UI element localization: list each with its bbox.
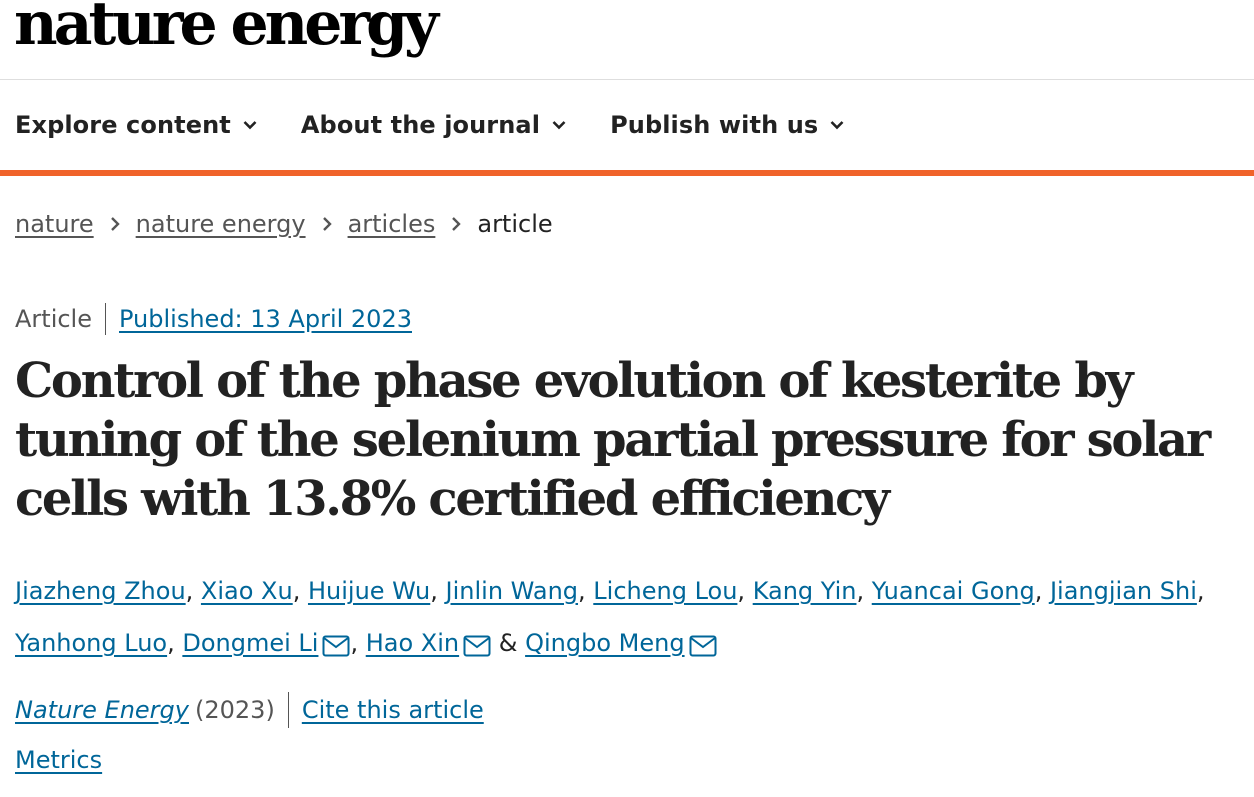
author-separator: , <box>167 629 183 657</box>
nav-publish-with-us[interactable]: Publish with us <box>610 111 844 139</box>
nav-item-label: Publish with us <box>610 111 819 139</box>
journal-logo[interactable]: nature energy <box>14 0 439 59</box>
author-separator: , <box>1196 577 1205 605</box>
breadcrumb-nature[interactable]: nature <box>15 210 94 238</box>
breadcrumb-articles[interactable]: articles <box>347 210 436 238</box>
chevron-down-icon <box>243 121 257 130</box>
publication-year: (2023) <box>195 692 289 728</box>
logo-bar: nature energy <box>0 0 1254 80</box>
published-date-link[interactable]: Published: 13 April 2023 <box>119 305 412 333</box>
author-separator: , <box>1034 577 1050 605</box>
author-link[interactable]: Jiangjian Shi <box>1049 577 1197 605</box>
breadcrumb: nature nature energy articles article <box>15 210 553 238</box>
author-separator: , <box>292 577 308 605</box>
chevron-right-icon <box>110 216 120 232</box>
nav-about-journal[interactable]: About the journal <box>301 111 566 139</box>
nav-item-label: About the journal <box>300 111 541 139</box>
cite-article-link[interactable]: Cite this article <box>301 696 484 724</box>
author-separator: & <box>491 629 526 657</box>
site-header: nature energy Explore content About the … <box>0 0 1254 176</box>
author-link[interactable]: Hao Xin <box>365 629 460 657</box>
author-link[interactable]: Licheng Lou <box>593 577 738 605</box>
article-title: Control of the phase evolution of kester… <box>15 353 1211 527</box>
metrics-link[interactable]: Metrics <box>15 746 103 774</box>
author-separator: , <box>430 577 446 605</box>
breadcrumb-current: article <box>477 210 553 238</box>
article-type: Article <box>15 303 106 335</box>
breadcrumb-nature-energy[interactable]: nature energy <box>135 210 306 238</box>
author-link[interactable]: Yuancai Gong <box>871 577 1035 605</box>
author-link[interactable]: Yanhong Luo <box>15 629 168 657</box>
author-separator: , <box>856 577 872 605</box>
chevron-right-icon <box>322 216 332 232</box>
author-link[interactable]: Jiazheng Zhou <box>15 577 186 605</box>
chevron-right-icon <box>451 216 462 232</box>
author-separator: , <box>350 629 366 657</box>
mail-icon[interactable] <box>463 623 491 675</box>
author-link[interactable]: Kang Yin <box>752 577 857 605</box>
chevron-down-icon <box>552 121 566 130</box>
author-separator: , <box>185 577 201 605</box>
main-nav: Explore content About the journal Publis… <box>0 80 1254 176</box>
author-separator: , <box>737 577 753 605</box>
author-link[interactable]: Dongmei Li <box>182 629 319 657</box>
article-meta: Article Published: 13 April 2023 <box>15 303 412 335</box>
author-link[interactable]: Huijue Wu <box>307 577 431 605</box>
mail-icon[interactable] <box>322 623 350 675</box>
author-link[interactable]: Xiao Xu <box>200 577 293 605</box>
citation-line: Nature Energy (2023) Cite this article <box>15 692 484 728</box>
mail-icon[interactable] <box>689 623 717 675</box>
author-link[interactable]: Qingbo Meng <box>525 629 685 657</box>
journal-link[interactable]: Nature Energy <box>15 696 189 724</box>
chevron-down-icon <box>830 121 844 130</box>
nav-explore-content[interactable]: Explore content <box>15 111 257 139</box>
author-separator: , <box>578 577 594 605</box>
author-link[interactable]: Jinlin Wang <box>445 577 579 605</box>
nav-item-label: Explore content <box>15 111 231 139</box>
author-list: Jiazheng Zhou, Xiao Xu, Huijue Wu, Jinli… <box>15 565 1245 675</box>
